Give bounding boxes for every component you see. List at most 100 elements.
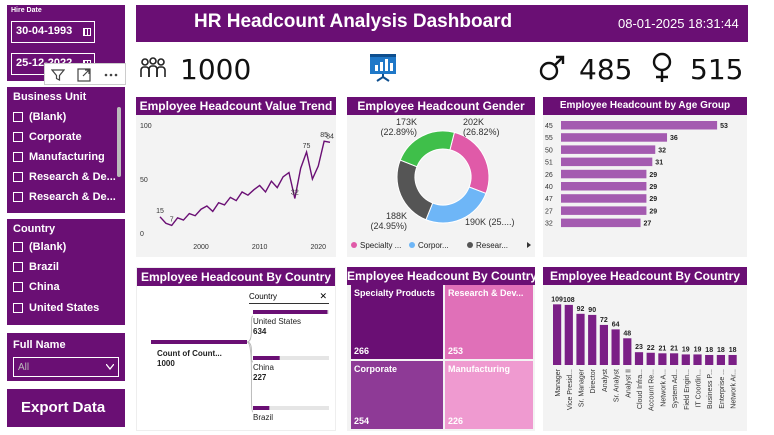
decomp-filter-label: Country (249, 292, 278, 301)
age-bar (561, 182, 647, 191)
checkbox[interactable] (13, 282, 23, 292)
y-tick-label: 50 (545, 147, 553, 154)
bar-value-label: 53 (720, 123, 728, 130)
country-title: Country (13, 223, 56, 235)
bar-value-label: 18 (717, 347, 725, 354)
trend-series-line (159, 140, 331, 227)
checkbox[interactable] (13, 242, 23, 252)
y-tick-label: 55 (545, 135, 553, 142)
scrollbar[interactable] (117, 107, 121, 177)
business-unit-item[interactable]: Research & De... (13, 191, 116, 203)
treemap-cell[interactable]: Research & Dev... 253 (445, 285, 533, 359)
job-bar (576, 313, 585, 365)
bar-value-label: 29 (649, 196, 657, 203)
x-tick-label: Vice Presid... (567, 369, 574, 410)
panel-title: Employee Headcount Gender (347, 97, 535, 115)
checkbox[interactable] (13, 172, 23, 182)
panel-title: Employee Headcount By Country (347, 267, 535, 285)
data-label: 75 (303, 143, 311, 150)
export-data-button[interactable]: Export Data (6, 388, 126, 428)
treemap-cell[interactable]: Manufacturing 226 (445, 361, 533, 429)
business-unit-item[interactable]: Manufacturing (13, 151, 105, 163)
country-item[interactable]: Brazil (13, 261, 59, 273)
treemap-cell[interactable]: Specialty Products 266 (351, 285, 443, 359)
decomp-node-bar (253, 406, 270, 410)
decomp-connector (246, 315, 254, 343)
age-bar (561, 121, 718, 130)
slice-percent-label: (26.82%) (463, 127, 500, 137)
checkbox[interactable] (13, 303, 23, 313)
full-name-dropdown[interactable]: All (13, 357, 119, 377)
close-icon[interactable]: ✕ (319, 291, 327, 301)
bar-value-label: 109 (551, 296, 563, 303)
treemap-cell-value: 266 (354, 346, 370, 356)
bar-value-label: 32 (658, 147, 666, 154)
x-tick-label: 2020 (310, 244, 326, 251)
treemap-cell-label: Research & Dev... (448, 288, 524, 298)
x-tick-label: Analyst (602, 369, 609, 392)
filter-icon[interactable] (51, 68, 65, 82)
treemap-cell-value: 253 (448, 346, 464, 356)
job-bar (646, 352, 655, 365)
decomp-filter-field[interactable]: Country ✕ (249, 291, 329, 304)
male-icon (539, 55, 565, 81)
job-column-chart: 109 Manager 108 Vice Presid... 92 Sr. Manager… (551, 296, 737, 411)
bar-value-label: 22 (647, 345, 655, 352)
decomp-node-value: 227 (253, 373, 267, 382)
headcount-age-panel: Employee Headcount by Age Group 45 53 55 36… (543, 97, 747, 257)
x-tick-label: IT Coordin... (696, 369, 703, 407)
male-headcount-value: 485 (579, 53, 633, 86)
headcount-country-decomp-panel: Employee Headcount By Country Country ✕ … (136, 267, 336, 431)
job-bar (693, 354, 702, 365)
x-tick-label: Sr. Analyst (614, 369, 621, 402)
decomp-node-label: United States (253, 317, 301, 326)
business-unit-item[interactable]: Research & De... (13, 171, 116, 183)
business-unit-item[interactable]: Corporate (13, 131, 82, 143)
decomp-node-bar (253, 310, 328, 314)
checkbox[interactable] (13, 132, 23, 142)
age-bar (561, 157, 653, 167)
treemap-cell[interactable]: Corporate 254 (351, 361, 443, 429)
more-options-icon[interactable] (103, 68, 119, 82)
data-label: 84 (326, 133, 334, 140)
business-unit-item[interactable]: (Blank) (13, 111, 66, 123)
checkbox[interactable] (13, 262, 23, 272)
country-item[interactable]: China (13, 281, 60, 293)
slice-percent-label: (22.89%) (380, 127, 417, 137)
age-bar (561, 206, 647, 215)
x-tick-label: Cloud Infra... (637, 369, 644, 409)
focus-mode-icon[interactable] (77, 68, 91, 82)
presentation-chart-icon (370, 54, 396, 82)
job-bar (588, 314, 597, 365)
job-bar (599, 324, 608, 365)
bar-value-label: 29 (649, 208, 657, 215)
hire-date-start-input[interactable]: 30-04-1993 (11, 21, 95, 43)
x-tick-label: Manager (555, 368, 562, 396)
legend-label: Corpor... (418, 241, 449, 250)
y-tick-label: 47 (545, 196, 553, 203)
y-tick-label: 27 (545, 208, 553, 215)
full-name-slicer: Full Name All (6, 332, 126, 382)
bar-value-label: 19 (682, 346, 690, 353)
country-item[interactable]: (Blank) (13, 241, 66, 253)
female-headcount-value: 515 (690, 53, 744, 86)
legend-marker (351, 242, 357, 248)
decomp-connector (246, 341, 254, 363)
checkbox[interactable] (13, 152, 23, 162)
checkbox[interactable] (13, 112, 23, 122)
x-tick-label: 2010 (252, 244, 268, 251)
hire-date-start-value: 30-04-1993 (16, 25, 73, 37)
y-tick-label: 50 (140, 177, 148, 184)
job-bar (611, 329, 620, 365)
job-bar (634, 352, 644, 365)
y-tick-label: 26 (545, 172, 553, 179)
job-bar (705, 354, 714, 365)
bar-value-label: 21 (659, 345, 667, 352)
country-item[interactable]: United States (13, 302, 99, 314)
bar-value-label: 27 (644, 221, 652, 228)
bar-value-label: 18 (729, 347, 737, 354)
bar-value-label: 36 (670, 135, 678, 142)
checkbox[interactable] (13, 192, 23, 202)
bar-value-label: 21 (670, 345, 678, 352)
